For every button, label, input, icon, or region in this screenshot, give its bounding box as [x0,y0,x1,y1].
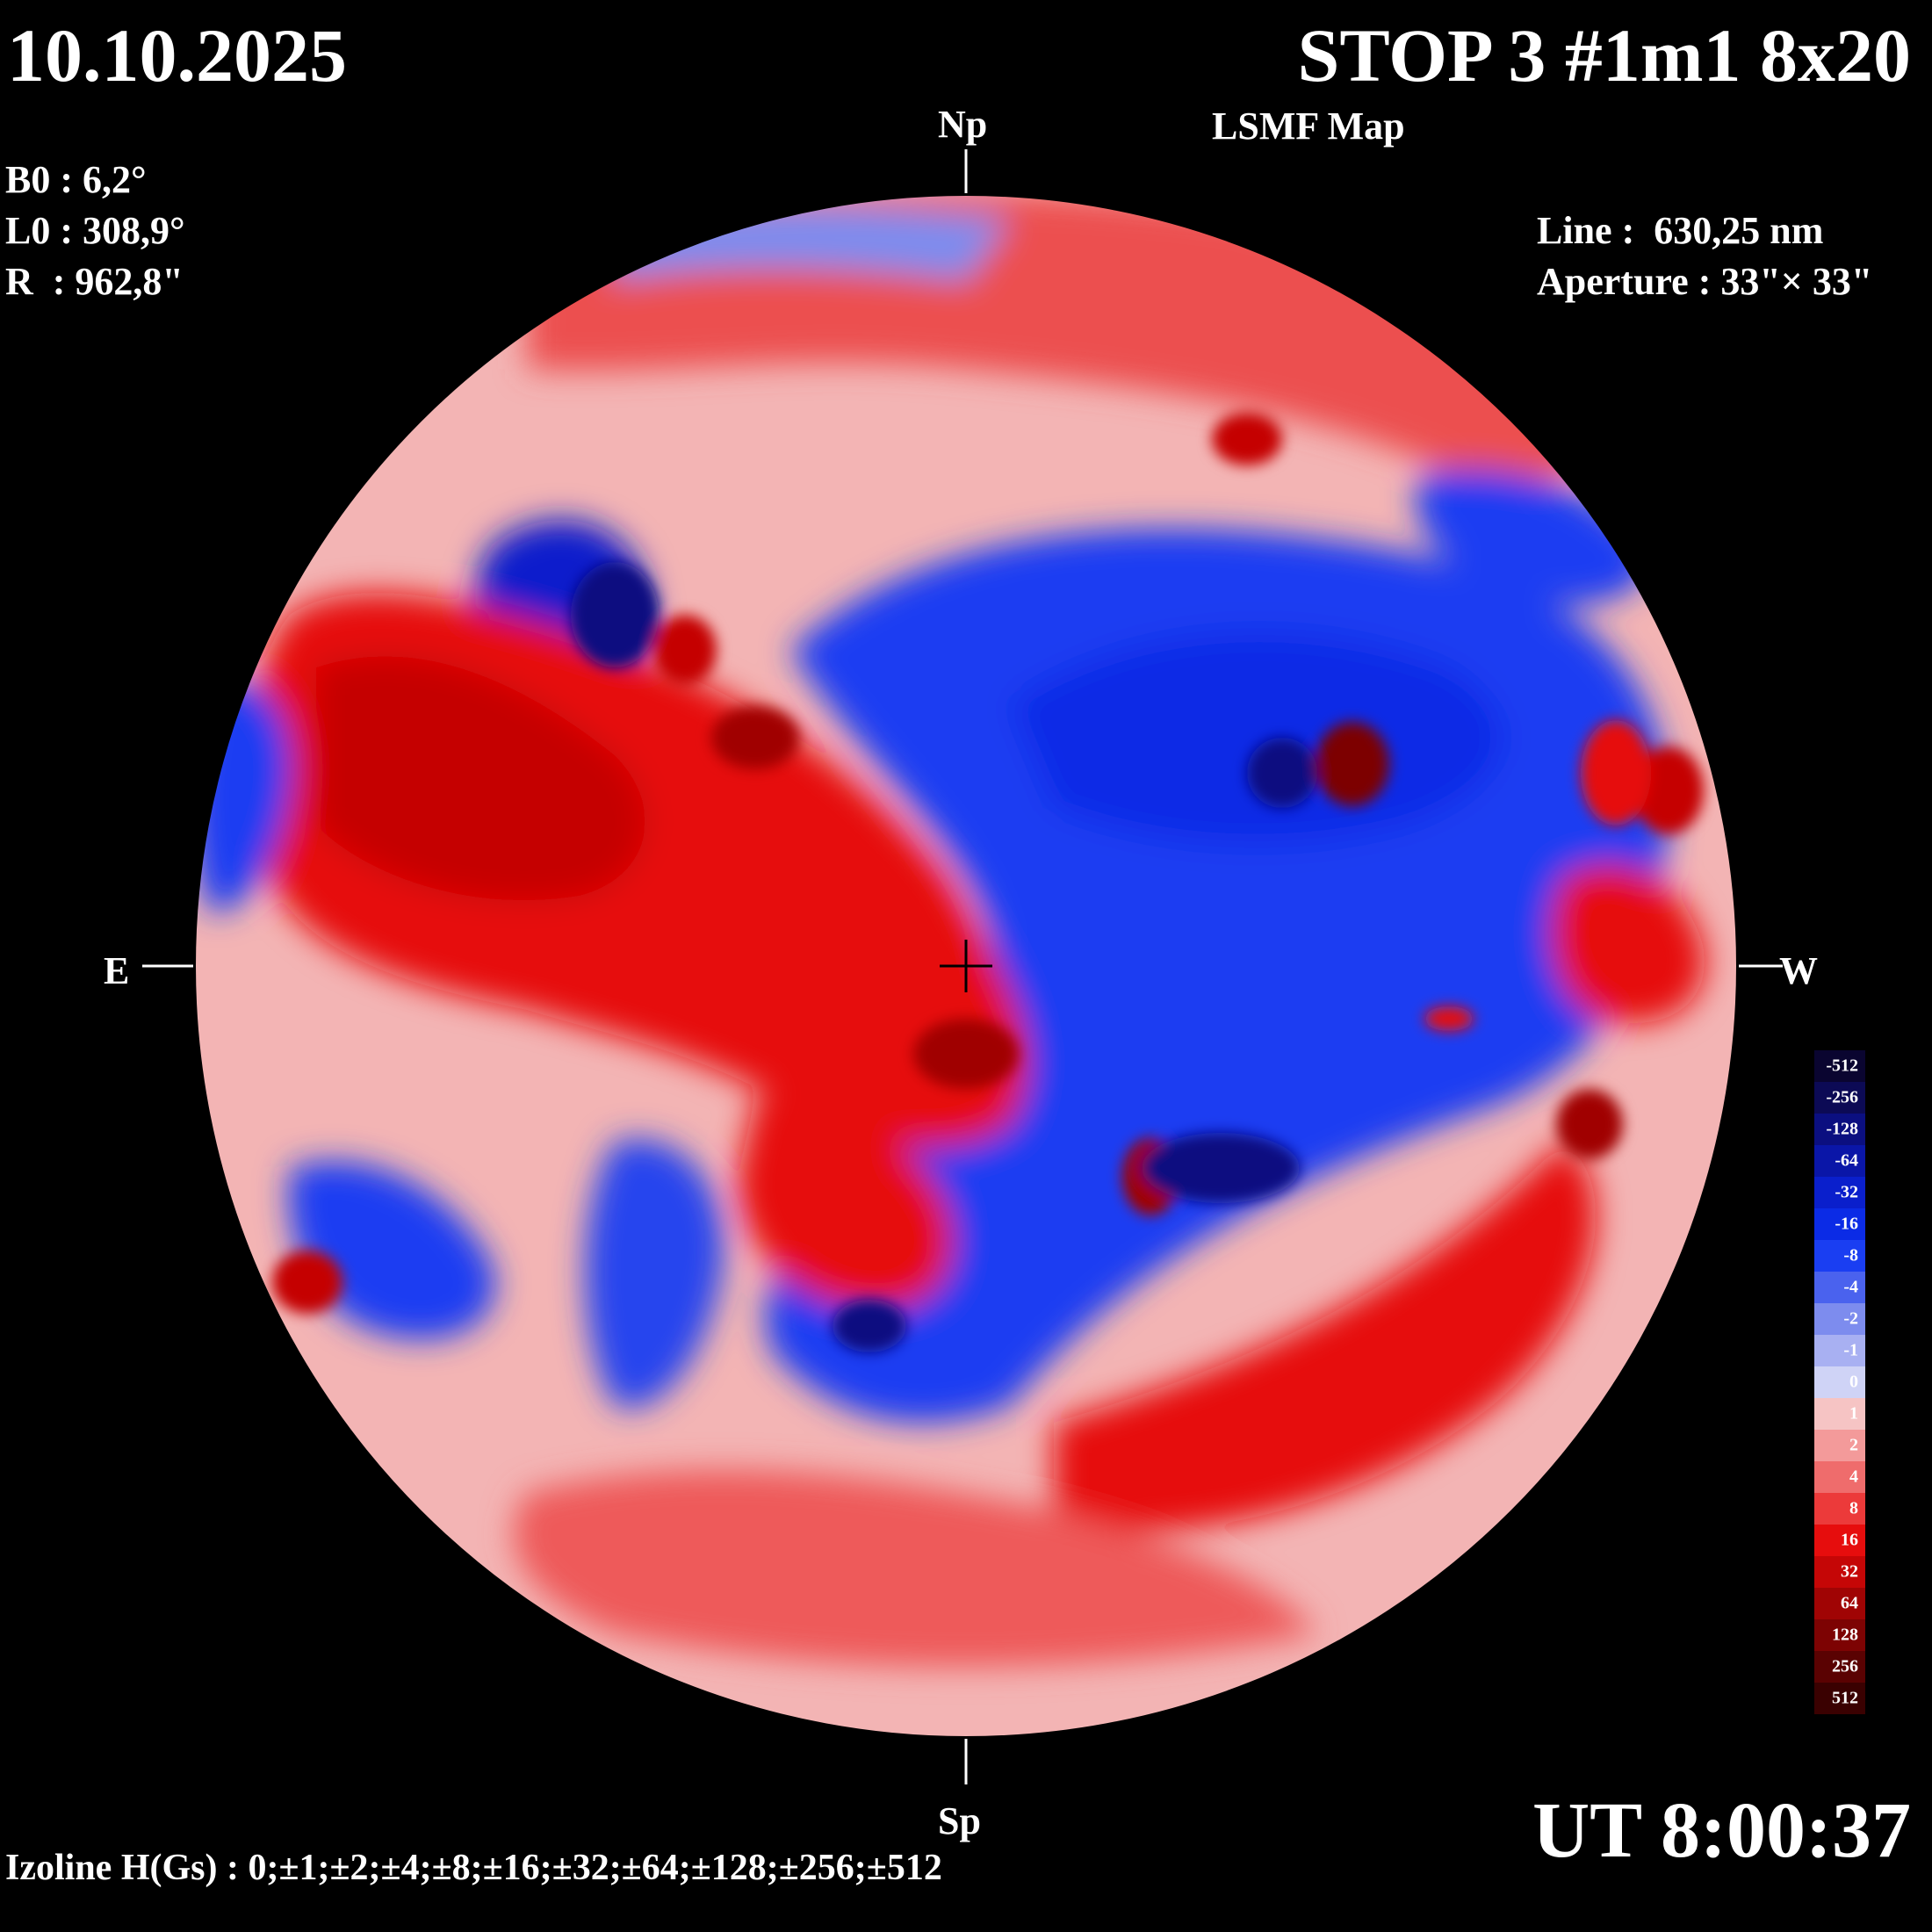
izoline-levels: Izoline H(Gs) : 0;±1;±2;±4;±8;±16;±32;±6… [5,1848,942,1888]
colorbar-cell: -16 [1814,1208,1865,1240]
colorbar-label: 1 [1849,1403,1858,1424]
colorbar-label: -512 [1826,1056,1858,1076]
radius-value: R : 962,8" [5,260,184,303]
observation-date: 10.10.2025 [7,13,347,97]
colorbar-cell: 4 [1814,1461,1865,1493]
colorbar-label: 32 [1841,1561,1858,1582]
colorbar-label: -2 [1843,1308,1858,1329]
colorbar-label: 2 [1849,1435,1858,1455]
colorbar-label: -1 [1843,1340,1858,1360]
colorbar-cell: -512 [1814,1050,1865,1082]
colorbar-label: 16 [1841,1530,1858,1550]
colorbar-label: 8 [1849,1498,1858,1518]
b0-value: B0 : 6,2° [5,158,147,201]
color-scale-legend: -512 -256 -128 -64 -32 -16 -8 -4 -2 -1 0 1 2 4 8 16 32 64… [1814,1050,1865,1714]
colorbar-label: -8 [1843,1245,1858,1265]
colorbar-cell: 16 [1814,1525,1865,1556]
colorbar-cell: 128 [1814,1619,1865,1651]
colorbar-cell: 0 [1814,1366,1865,1398]
colorbar-cell: -32 [1814,1177,1865,1208]
colorbar-cell: 8 [1814,1493,1865,1525]
colorbar-cell: 64 [1814,1588,1865,1619]
solar-parameters: B0 : 6,2° L0 : 308,9° R : 962,8" [5,155,185,307]
colorbar-cell: 256 [1814,1651,1865,1683]
colorbar-label: 0 [1849,1372,1858,1392]
aperture: Aperture : 33"× 33" [1537,260,1873,303]
north-label: Np [938,103,988,146]
east-label: E [104,949,130,992]
l0-value: L0 : 308,9° [5,209,185,252]
colorbar-label: 256 [1832,1656,1858,1676]
spectral-line: Line : 630,25 nm [1537,209,1824,252]
map-subtitle: LSMF Map [1212,105,1405,148]
colorbar-label: 512 [1832,1688,1858,1708]
solar-disk [195,195,1737,1737]
colorbar-cell: -8 [1814,1240,1865,1272]
colorbar-label: 64 [1841,1593,1858,1613]
colorbar-label: -128 [1826,1119,1858,1139]
west-label: W [1779,949,1818,992]
colorbar-cell: -1 [1814,1335,1865,1366]
map-title: STOP 3 #1m1 8x20 [1297,13,1911,97]
colorbar-cell: -64 [1814,1145,1865,1177]
instrument-info: Line : 630,25 nm Aperture : 33"× 33" [1537,205,1872,307]
colorbar-label: -256 [1826,1087,1858,1107]
colorbar-cell: 1 [1814,1398,1865,1430]
colorbar-label: -32 [1835,1182,1858,1202]
colorbar-label: 4 [1849,1467,1858,1487]
colorbar-cell: -128 [1814,1114,1865,1145]
ut-time: UT 8:00:37 [1532,1787,1911,1874]
colorbar-label: -4 [1843,1277,1858,1297]
colorbar-cell: 512 [1814,1683,1865,1714]
center-crosshair-icon [940,940,992,992]
colorbar-cell: 32 [1814,1556,1865,1588]
colorbar-cell: -4 [1814,1272,1865,1303]
colorbar-cell: -2 [1814,1303,1865,1335]
colorbar-label: 128 [1832,1625,1858,1645]
colorbar-cell: 2 [1814,1430,1865,1461]
colorbar-cell: -256 [1814,1082,1865,1114]
south-label: Sp [938,1799,981,1842]
colorbar-label: -64 [1835,1150,1858,1171]
colorbar-label: -16 [1835,1214,1858,1234]
